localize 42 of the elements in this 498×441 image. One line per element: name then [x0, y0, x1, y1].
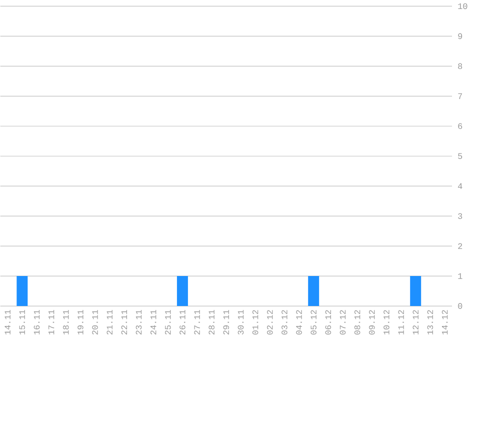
x-tick-label: 17.11 [48, 310, 54, 334]
x-tick-label: 28.11 [208, 310, 214, 334]
y-tick-label: 5 [458, 153, 462, 159]
y-tick-label: 10 [458, 3, 468, 10]
x-tick-label: 19.11 [78, 310, 84, 334]
x-tick-label: 01.12 [252, 310, 258, 335]
x-tick-label: 02.12 [266, 310, 273, 335]
y-tick-label: 6 [458, 123, 462, 130]
y-tick-label: 2 [458, 243, 462, 249]
x-tick-label: 14.11 [4, 310, 10, 334]
x-tick-label: 29.11 [223, 310, 230, 334]
x-tick-label: 14.12 [442, 310, 448, 334]
x-tick-label: 09.12 [368, 310, 375, 335]
x-tick-label: 21.11 [106, 310, 112, 334]
x-tick-label: 22.11 [121, 310, 128, 334]
x-tick-label: 25.11 [164, 310, 171, 334]
x-tick-label: 23.11 [136, 310, 142, 334]
x-tick-label: 18.11 [62, 310, 69, 334]
x-tick-label: 03.12 [282, 310, 288, 335]
x-tick-label: 16.11 [34, 310, 40, 334]
y-tick-label: 4 [458, 183, 462, 189]
x-tick-label: 07.12 [340, 310, 346, 335]
x-tick-label: 11.12 [398, 310, 404, 334]
x-tick-label: 30.11 [238, 310, 244, 335]
x-tick-label: 24.11 [150, 310, 156, 334]
y-tick-label: 1 [458, 273, 462, 279]
x-tick-label: 12.12 [412, 310, 418, 334]
y-tick-label: 8 [458, 63, 462, 70]
y-tick-label: 7 [458, 93, 462, 99]
y-tick-label: 0 [458, 303, 462, 309]
x-tick-label: 27.11 [194, 310, 200, 334]
x-tick-label: 10.12 [384, 310, 390, 334]
x-tick-label: 05.12 [310, 310, 316, 335]
x-tick-label: 15.11 [19, 310, 25, 334]
x-tick-label: 26.11 [180, 310, 186, 334]
x-tick-label: 08.12 [354, 310, 360, 335]
y-tick-label: 3 [458, 213, 462, 219]
x-tick-label: 20.11 [92, 310, 98, 334]
x-tick-label: 13.12 [427, 310, 434, 334]
y-tick-label: 9 [458, 33, 462, 40]
x-tick-label: 06.12 [325, 310, 332, 335]
x-tick-label: 04.12 [296, 310, 302, 335]
